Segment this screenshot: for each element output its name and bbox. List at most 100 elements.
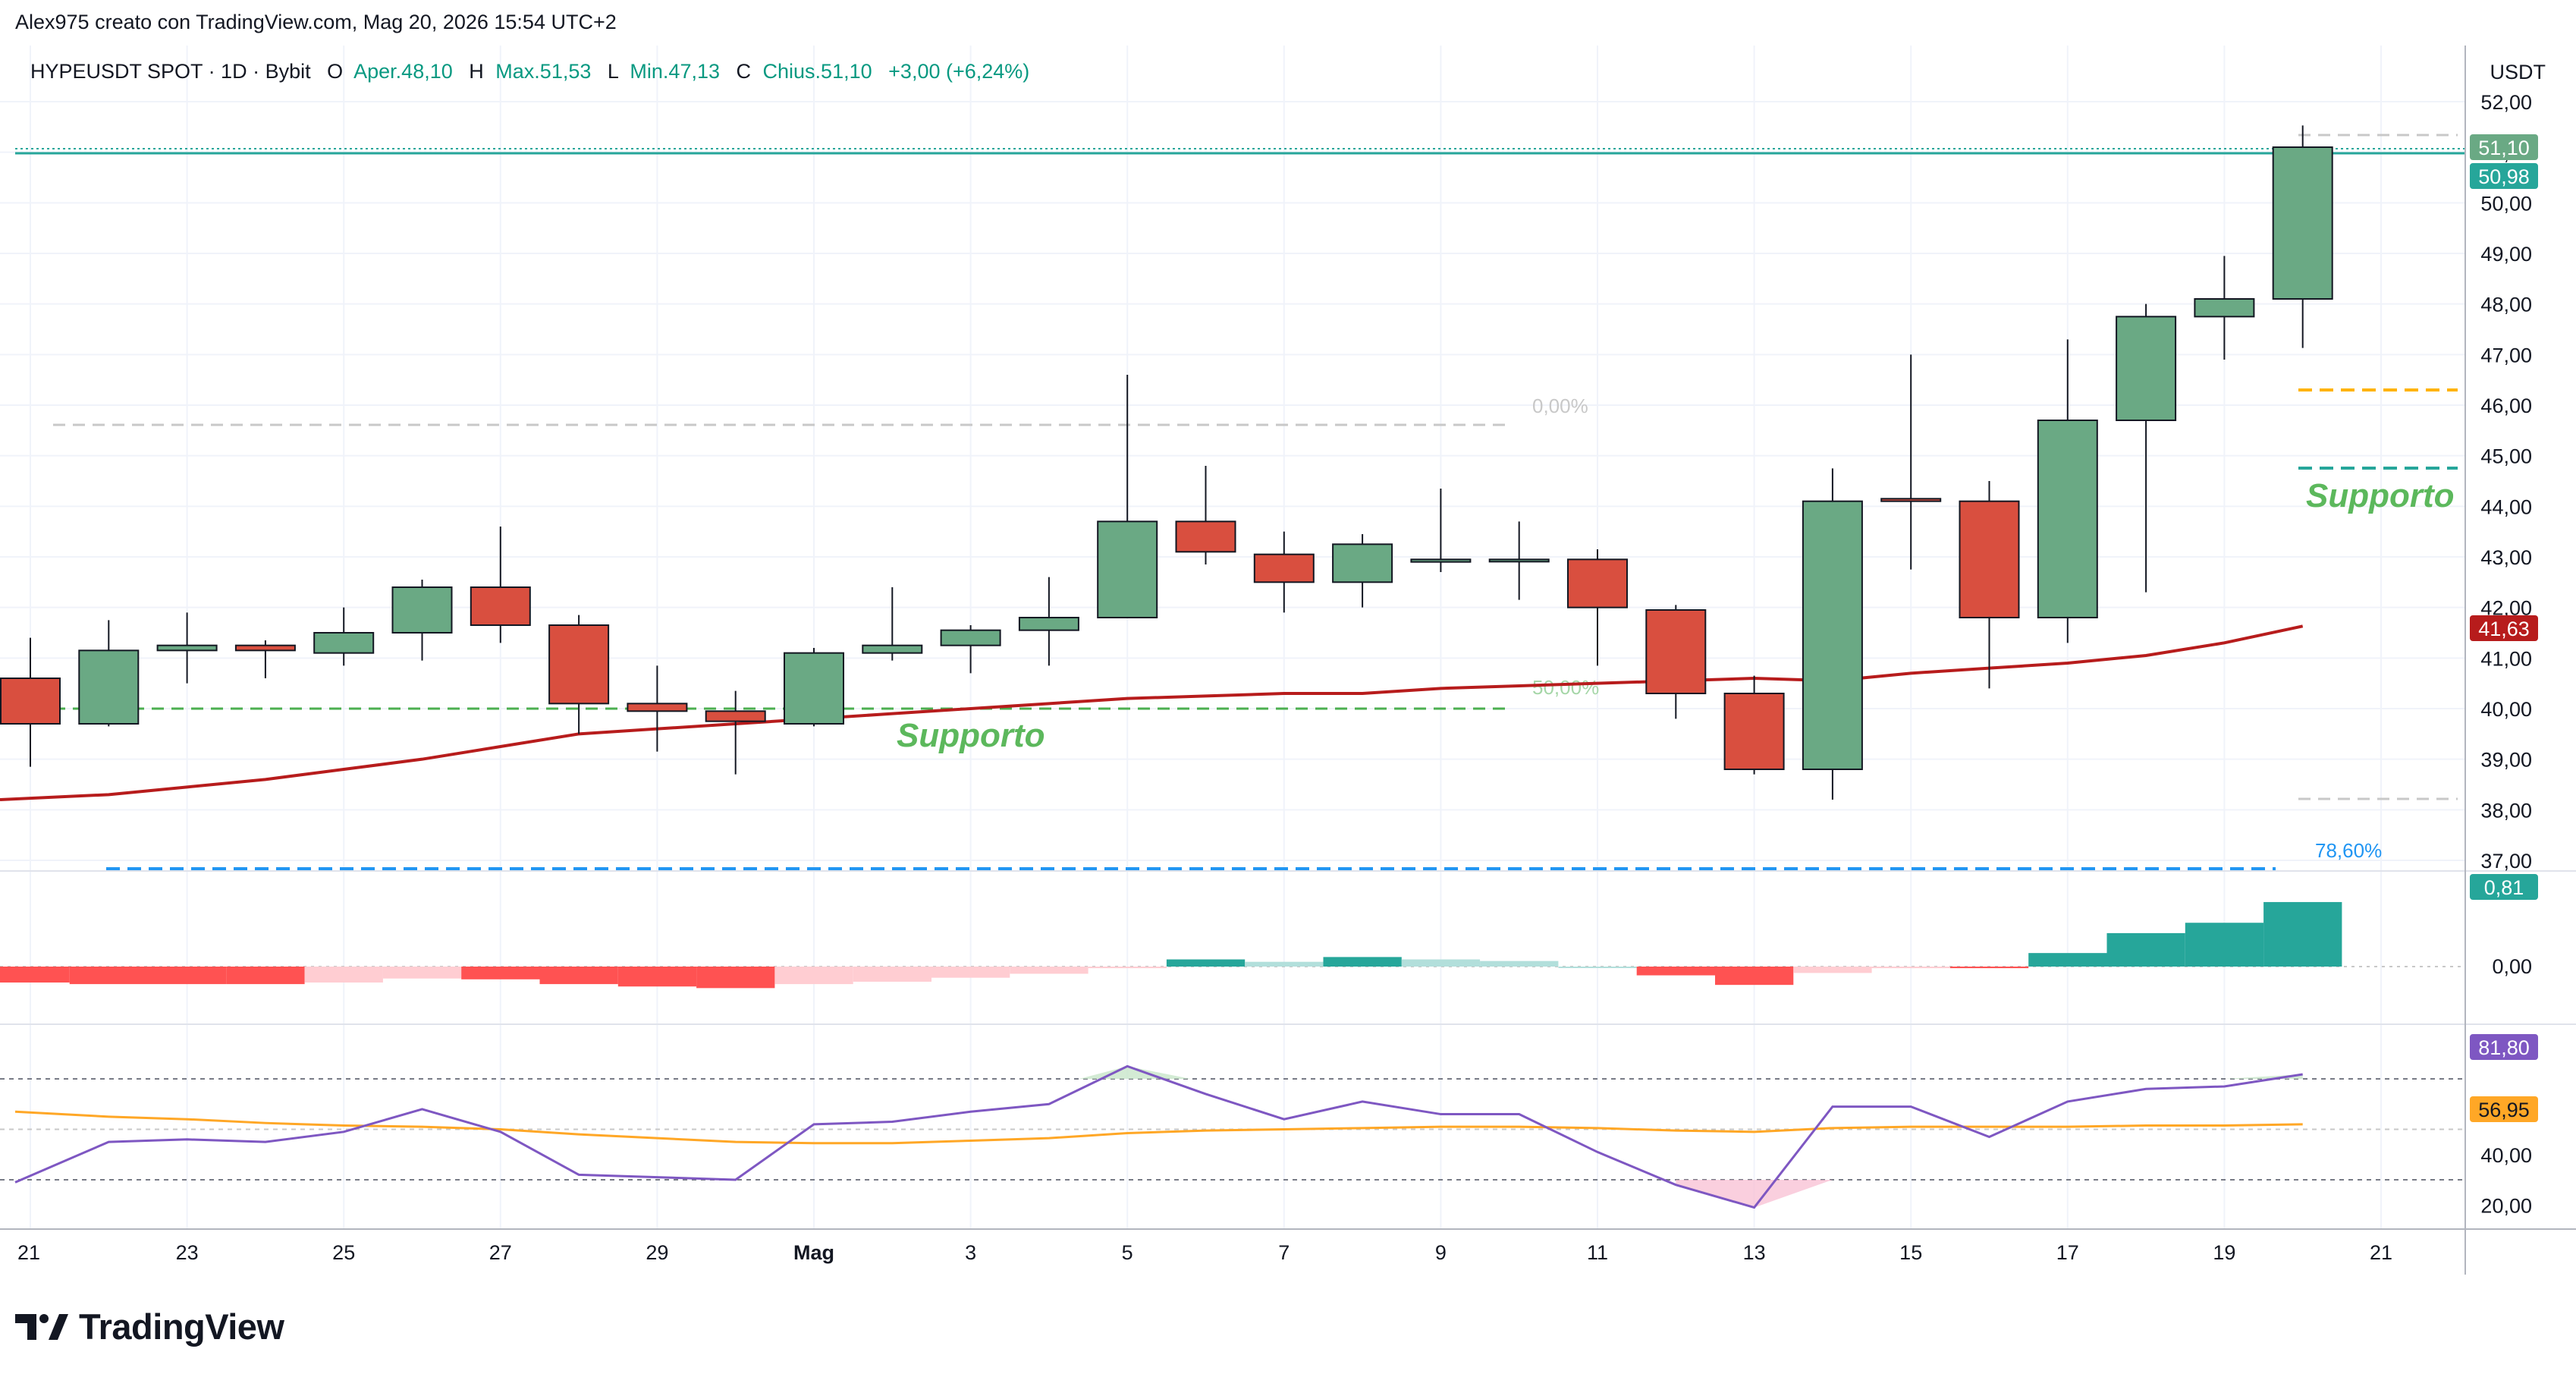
candle-body [1488,558,1550,563]
price-badge-2: 50,98 [2478,165,2530,188]
hist-bar [853,967,931,982]
support-annotation: Supporto [897,717,1045,754]
hist-bar [696,967,775,989]
hist-bar [2185,923,2264,967]
date-tick-label: 3 [965,1241,976,1264]
date-tick-label: 5 [1122,1241,1133,1264]
hist-bar [1636,967,1715,976]
candle-body [2037,420,2098,618]
candle-body [784,652,844,725]
candle-body [2272,146,2333,300]
hist-bar [1401,959,1481,967]
price-tick-label: 52,00 [2480,91,2532,114]
date-tick-label: 7 [1278,1241,1290,1264]
legend-h-label: H [469,60,484,83]
support-annotation: Supporto [2306,477,2455,514]
candle-body [548,624,610,705]
candle-body [1018,617,1079,631]
candle-body [627,703,688,712]
hist-bar [539,967,618,985]
rsi-indicator [0,1064,2465,1209]
candle-body [0,678,61,725]
candle-body [1802,500,1863,771]
date-tick-label: 23 [176,1241,199,1264]
candle-body [1567,558,1628,608]
hist-bar [2106,932,2185,967]
fib-label-50: 50,00% [1532,676,1599,699]
hist-bar [1793,967,1872,973]
legend-l-label: L [608,60,619,83]
price-tick-label: 48,00 [2480,294,2532,316]
fib-label-786: 78,60% [2315,839,2382,862]
axes [0,46,2576,1275]
candle-body [1332,543,1393,583]
hist-bar [148,967,227,985]
hist-zero-label: 0,00 [2492,955,2532,978]
rsi-tick-label: 20,00 [2480,1194,2532,1217]
ma-value-badge-bg [2470,615,2538,641]
chart-caption: Alex975 creato con TradingView.com, Mag … [15,11,617,33]
legend-change: +3,00 (+6,24%) [888,60,1029,83]
date-tick-label: 29 [646,1241,668,1264]
date-tick-label: 13 [1743,1241,1766,1264]
candle-body [2116,316,2177,422]
legend-h-value: Max.51,53 [495,60,591,83]
tradingview-logo-text: TradingView [79,1306,284,1347]
legend-line: HYPEUSDT SPOT · 1D · Bybit O Aper.48,10 … [30,60,1029,83]
hist-bar [1871,967,1950,969]
rsi-line [14,1064,2303,1209]
hist-bar [1480,961,1559,967]
date-tick-label: 21 [2370,1241,2392,1264]
currency-label: USDT [2490,61,2546,83]
rsi-oversold-fill [1676,1180,1833,1208]
candle-body [1097,520,1158,618]
price-tick-label: 38,00 [2480,799,2532,822]
price-tick-label: 43,00 [2480,546,2532,569]
candle-body [391,586,453,634]
price-tick-label: 44,00 [2480,495,2532,518]
hist-bar [1088,967,1167,969]
tradingview-logo[interactable]: TradingView [15,1303,284,1349]
rsi-ma-line [14,1110,2303,1145]
candle-body [234,644,296,652]
candle-body [1253,553,1315,583]
hist-value-badge-bg [2470,874,2538,900]
rsi-value-badge: 81,80 [2478,1036,2530,1059]
hist-bar [226,967,305,985]
ma-line [0,624,2304,801]
legend-symbol: HYPEUSDT SPOT · 1D · Bybit [30,60,311,83]
hist-bar [931,967,1010,978]
candle-body [78,649,140,725]
hist-bar [382,967,462,979]
fib-levels: 0,00% 50,00% 78,60% [15,134,2465,870]
hist-bar [774,967,853,985]
candle-body [313,632,375,654]
hist-bar [1245,961,1324,967]
hist-bar [0,967,70,983]
hist-bar [1166,959,1246,967]
price-tick-label: 45,00 [2480,445,2532,468]
date-tick-label: 17 [2056,1241,2079,1264]
candle-body [1645,609,1707,694]
date-tick-label: 27 [489,1241,512,1264]
candle-body [2194,298,2255,318]
candle-body [156,644,218,652]
date-tick-label: 9 [1435,1241,1447,1264]
rsi-tick-label: 40,00 [2480,1144,2532,1167]
hist-bar [2028,953,2107,967]
price-tick-label: 46,00 [2480,395,2532,417]
rsi-ma-badge: 56,95 [2478,1099,2530,1121]
hist-bar [1949,967,2029,969]
axis-labels: 37,0038,0039,0040,0041,0042,0043,0044,00… [17,91,2538,1264]
candle-body [1959,500,2020,619]
hist-bar [2263,901,2342,967]
price-tick-label: 39,00 [2480,749,2532,772]
legend-c-label: C [737,60,752,83]
date-tick-label: 11 [1587,1241,1608,1264]
hist-bar [617,967,697,987]
hist-value-badge: 0,81 [2484,876,2524,899]
legend-c-value: Chius.51,10 [763,60,872,83]
price-tick-label: 41,00 [2480,647,2532,670]
tradingview-logo-icon [15,1314,68,1340]
